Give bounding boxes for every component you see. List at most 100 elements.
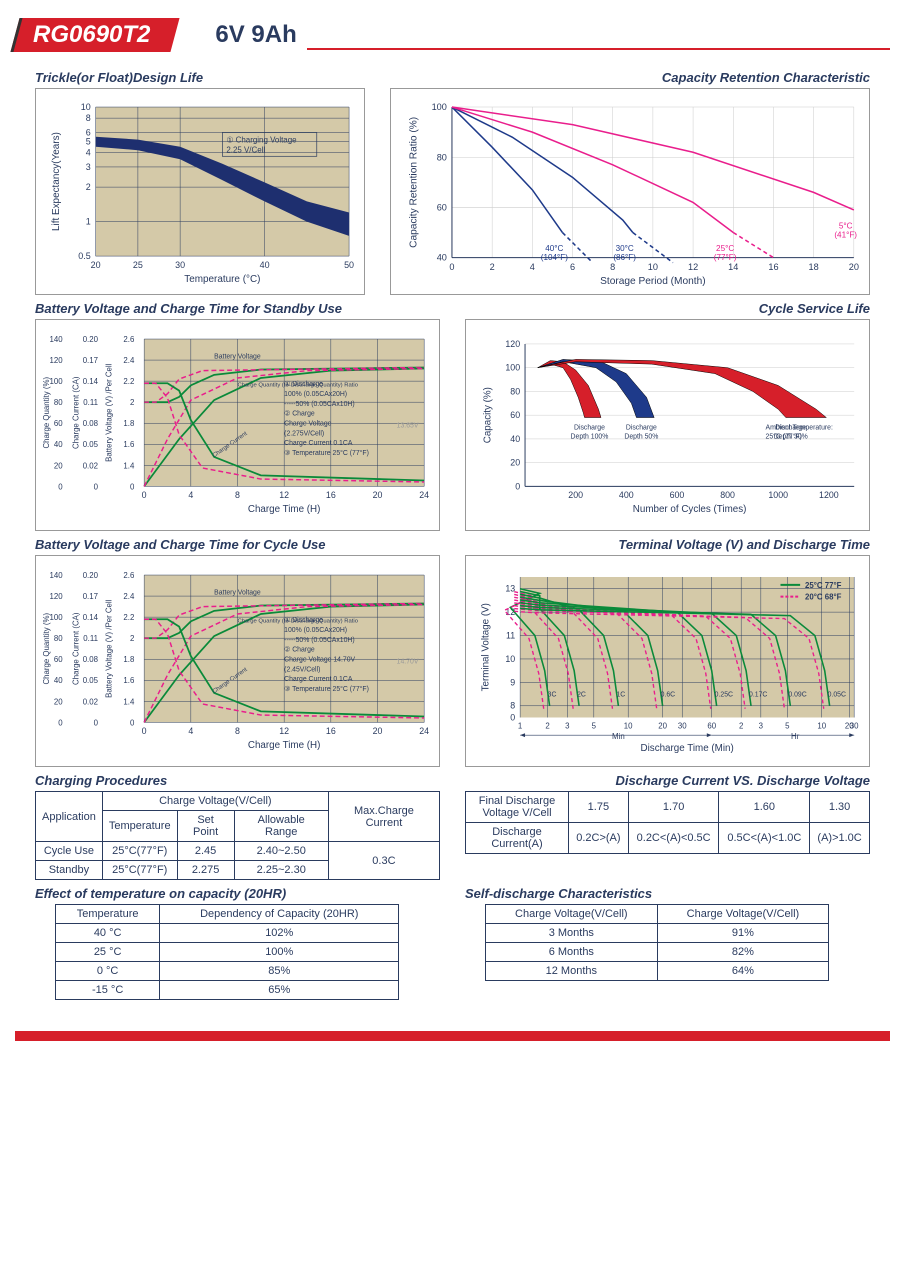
svg-text:8: 8 — [510, 701, 515, 711]
svg-text:140: 140 — [49, 571, 63, 580]
svg-text:0.09C: 0.09C — [788, 691, 806, 698]
svg-text:120: 120 — [505, 339, 520, 349]
svg-text:14.70V: 14.70V — [397, 658, 419, 665]
svg-text:6: 6 — [86, 127, 91, 137]
svg-text:60: 60 — [54, 419, 63, 428]
svg-text:60: 60 — [510, 410, 520, 420]
svg-text:8: 8 — [235, 490, 240, 500]
svg-text:Battery Voltage: Battery Voltage — [214, 353, 261, 360]
svg-text:2.25 V/Cell: 2.25 V/Cell — [226, 145, 265, 154]
svg-text:2.6: 2.6 — [123, 335, 135, 344]
svg-text:0.20: 0.20 — [83, 571, 99, 580]
svg-text:1.4: 1.4 — [123, 697, 135, 706]
svg-text:13.65V: 13.65V — [397, 422, 419, 429]
svg-text:25: 25 — [133, 260, 143, 270]
svg-text:Number of Cycles (Times): Number of Cycles (Times) — [633, 504, 747, 515]
model-number: RG0690T2 — [33, 21, 150, 49]
svg-text:60: 60 — [437, 202, 447, 212]
temperature-capacity-table: TemperatureDependency of Capacity (20HR)… — [55, 904, 399, 1000]
svg-text:Storage Period (Month): Storage Period (Month) — [600, 276, 706, 287]
svg-text:5: 5 — [86, 137, 91, 147]
svg-text:-----50% (0.05CAx10H): -----50% (0.05CAx10H) — [284, 637, 355, 644]
svg-text:25°C (77°F): 25°C (77°F) — [766, 432, 802, 440]
svg-text:-----50% (0.05CAx10H): -----50% (0.05CAx10H) — [284, 401, 355, 408]
svg-text:140: 140 — [49, 335, 63, 344]
svg-text:20: 20 — [54, 461, 63, 470]
table2-title: Discharge Current VS. Discharge Voltage — [465, 773, 870, 788]
svg-text:Discharge: Discharge — [626, 425, 657, 432]
svg-text:(41°F): (41°F) — [834, 230, 857, 239]
svg-text:4: 4 — [188, 490, 193, 500]
svg-text:20: 20 — [91, 260, 101, 270]
svg-text:1.6: 1.6 — [123, 440, 135, 449]
svg-text:Charge Voltage 14.70V: Charge Voltage 14.70V — [284, 656, 355, 663]
svg-text:Ambient Temperature:: Ambient Temperature: — [766, 424, 833, 431]
svg-text:200: 200 — [568, 490, 583, 500]
chart4-box: 02040608010012020040060080010001200Disch… — [465, 319, 870, 531]
svg-text:80: 80 — [437, 152, 447, 162]
svg-text:0: 0 — [58, 482, 63, 491]
svg-text:80: 80 — [54, 634, 63, 643]
svg-text:0.17: 0.17 — [83, 592, 98, 601]
chart6-title: Terminal Voltage (V) and Discharge Time — [465, 537, 870, 552]
svg-text:Charge Voltage: Charge Voltage — [284, 420, 331, 427]
svg-text:2: 2 — [86, 182, 91, 192]
svg-text:① Discharge: ① Discharge — [284, 380, 323, 388]
svg-text:100% (0.05CAx20H): 100% (0.05CAx20H) — [284, 391, 347, 398]
svg-text:0.14: 0.14 — [83, 377, 99, 386]
svg-text:0.05: 0.05 — [83, 676, 99, 685]
model-badge: RG0690T2 — [10, 18, 180, 52]
chart1-box: 20253040500.5123456810① Charging Voltage… — [35, 88, 365, 295]
svg-text:20: 20 — [373, 726, 383, 736]
svg-text:2: 2 — [130, 634, 134, 643]
svg-text:0: 0 — [130, 718, 135, 727]
svg-text:2.2: 2.2 — [123, 377, 134, 386]
svg-text:20: 20 — [849, 262, 859, 272]
svg-text:60: 60 — [707, 721, 716, 730]
svg-text:2C: 2C — [577, 691, 586, 698]
svg-text:Hr: Hr — [791, 732, 800, 741]
svg-text:(104°F): (104°F) — [541, 253, 568, 262]
svg-text:18: 18 — [809, 262, 819, 272]
chart3-title: Battery Voltage and Charge Time for Stan… — [35, 301, 440, 316]
footer-bar — [15, 1031, 890, 1041]
svg-text:100: 100 — [505, 363, 520, 373]
svg-text:3C: 3C — [548, 691, 557, 698]
svg-text:(77°F): (77°F) — [714, 253, 737, 262]
svg-text:16: 16 — [326, 490, 336, 500]
svg-text:20: 20 — [510, 458, 520, 468]
svg-text:0: 0 — [94, 718, 99, 727]
svg-text:100% (0.05CAx20H): 100% (0.05CAx20H) — [284, 627, 347, 634]
svg-text:0.25C: 0.25C — [715, 691, 733, 698]
svg-text:Battery Voltage (V) /Per Cell: Battery Voltage (V) /Per Cell — [105, 599, 114, 698]
svg-text:10: 10 — [648, 262, 658, 272]
svg-text:0.14: 0.14 — [83, 613, 99, 622]
svg-text:Battery Voltage (V) /Per Cell: Battery Voltage (V) /Per Cell — [105, 363, 114, 462]
table1-title: Charging Procedures — [35, 773, 440, 788]
svg-text:9: 9 — [510, 677, 515, 687]
svg-text:Depth 100%: Depth 100% — [571, 434, 609, 441]
svg-text:Discharge: Discharge — [574, 425, 605, 432]
svg-text:0.11: 0.11 — [83, 398, 98, 407]
svg-text:Capacity Retention Ratio (%): Capacity Retention Ratio (%) — [408, 117, 419, 248]
svg-text:12: 12 — [279, 490, 289, 500]
svg-text:1.8: 1.8 — [123, 655, 135, 664]
svg-text:5: 5 — [785, 721, 790, 730]
svg-text:0.08: 0.08 — [83, 655, 99, 664]
svg-text:0: 0 — [449, 262, 454, 272]
chart5-title: Battery Voltage and Charge Time for Cycl… — [35, 537, 440, 552]
svg-text:0: 0 — [510, 712, 515, 722]
svg-text:(2.275V/Cell): (2.275V/Cell) — [284, 430, 324, 437]
svg-text:30: 30 — [678, 721, 687, 730]
svg-text:80: 80 — [54, 398, 63, 407]
svg-text:2: 2 — [490, 262, 495, 272]
svg-text:25°C: 25°C — [716, 244, 734, 253]
svg-text:0.05: 0.05 — [83, 440, 99, 449]
svg-text:20: 20 — [54, 697, 63, 706]
svg-text:12: 12 — [688, 262, 698, 272]
svg-text:8: 8 — [86, 113, 91, 123]
svg-text:1: 1 — [86, 217, 91, 227]
svg-text:100: 100 — [49, 613, 63, 622]
svg-text:80: 80 — [510, 386, 520, 396]
svg-text:0: 0 — [58, 718, 63, 727]
